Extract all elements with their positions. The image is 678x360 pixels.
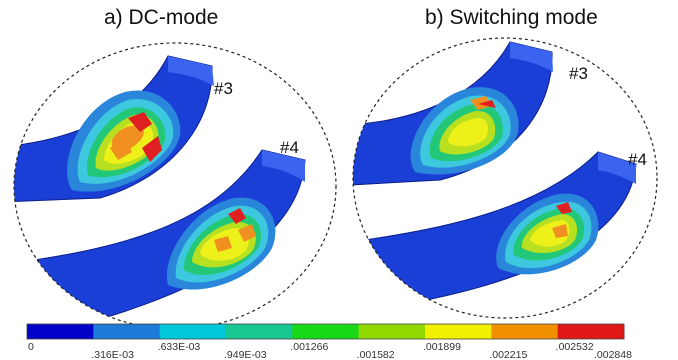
label-3-b: #3 <box>569 64 588 83</box>
color-scale-tick-label: .001582 <box>357 349 395 360</box>
color-scale-tick-label: .001899 <box>423 341 461 353</box>
color-scale-tick-label: .001266 <box>290 341 328 353</box>
panel-b-specimen <box>353 41 637 309</box>
panel-b-title: b) Switching mode <box>425 6 598 29</box>
color-scale-band <box>557 324 625 339</box>
color-scale-tick-label: .002848 <box>594 349 632 360</box>
color-scale: 0 .316E-03 .633E-03 .949E-03 .001266 .001582.… <box>26 323 632 360</box>
color-scale-band <box>491 324 559 339</box>
color-scale-tick-label: .949E-03 <box>224 349 267 360</box>
color-scale-band <box>93 324 161 339</box>
color-scale-band <box>292 324 360 339</box>
color-scale-tick-label: .002532 <box>556 341 594 353</box>
color-scale-frame <box>26 323 625 340</box>
panel-a-title: a) DC-mode <box>104 6 219 29</box>
label-4-a: #4 <box>280 138 299 157</box>
color-scale-tick-label: .316E-03 <box>91 349 134 360</box>
panel-a-outline <box>13 42 337 330</box>
label-4-b: #4 <box>628 150 647 169</box>
color-scale-band <box>358 324 426 339</box>
color-scale-tick-label: 0 <box>28 341 34 353</box>
color-scale-tick-label: .002215 <box>489 349 527 360</box>
panel-b-outline <box>352 37 658 319</box>
color-scale-band <box>425 324 492 339</box>
panel-a-specimen <box>14 55 306 329</box>
color-scale-band <box>27 324 94 339</box>
color-scale-tick-label: .633E-03 <box>158 341 201 353</box>
color-scale-band <box>226 324 293 339</box>
label-3-a: #3 <box>214 79 233 98</box>
color-scale-band <box>159 324 227 339</box>
